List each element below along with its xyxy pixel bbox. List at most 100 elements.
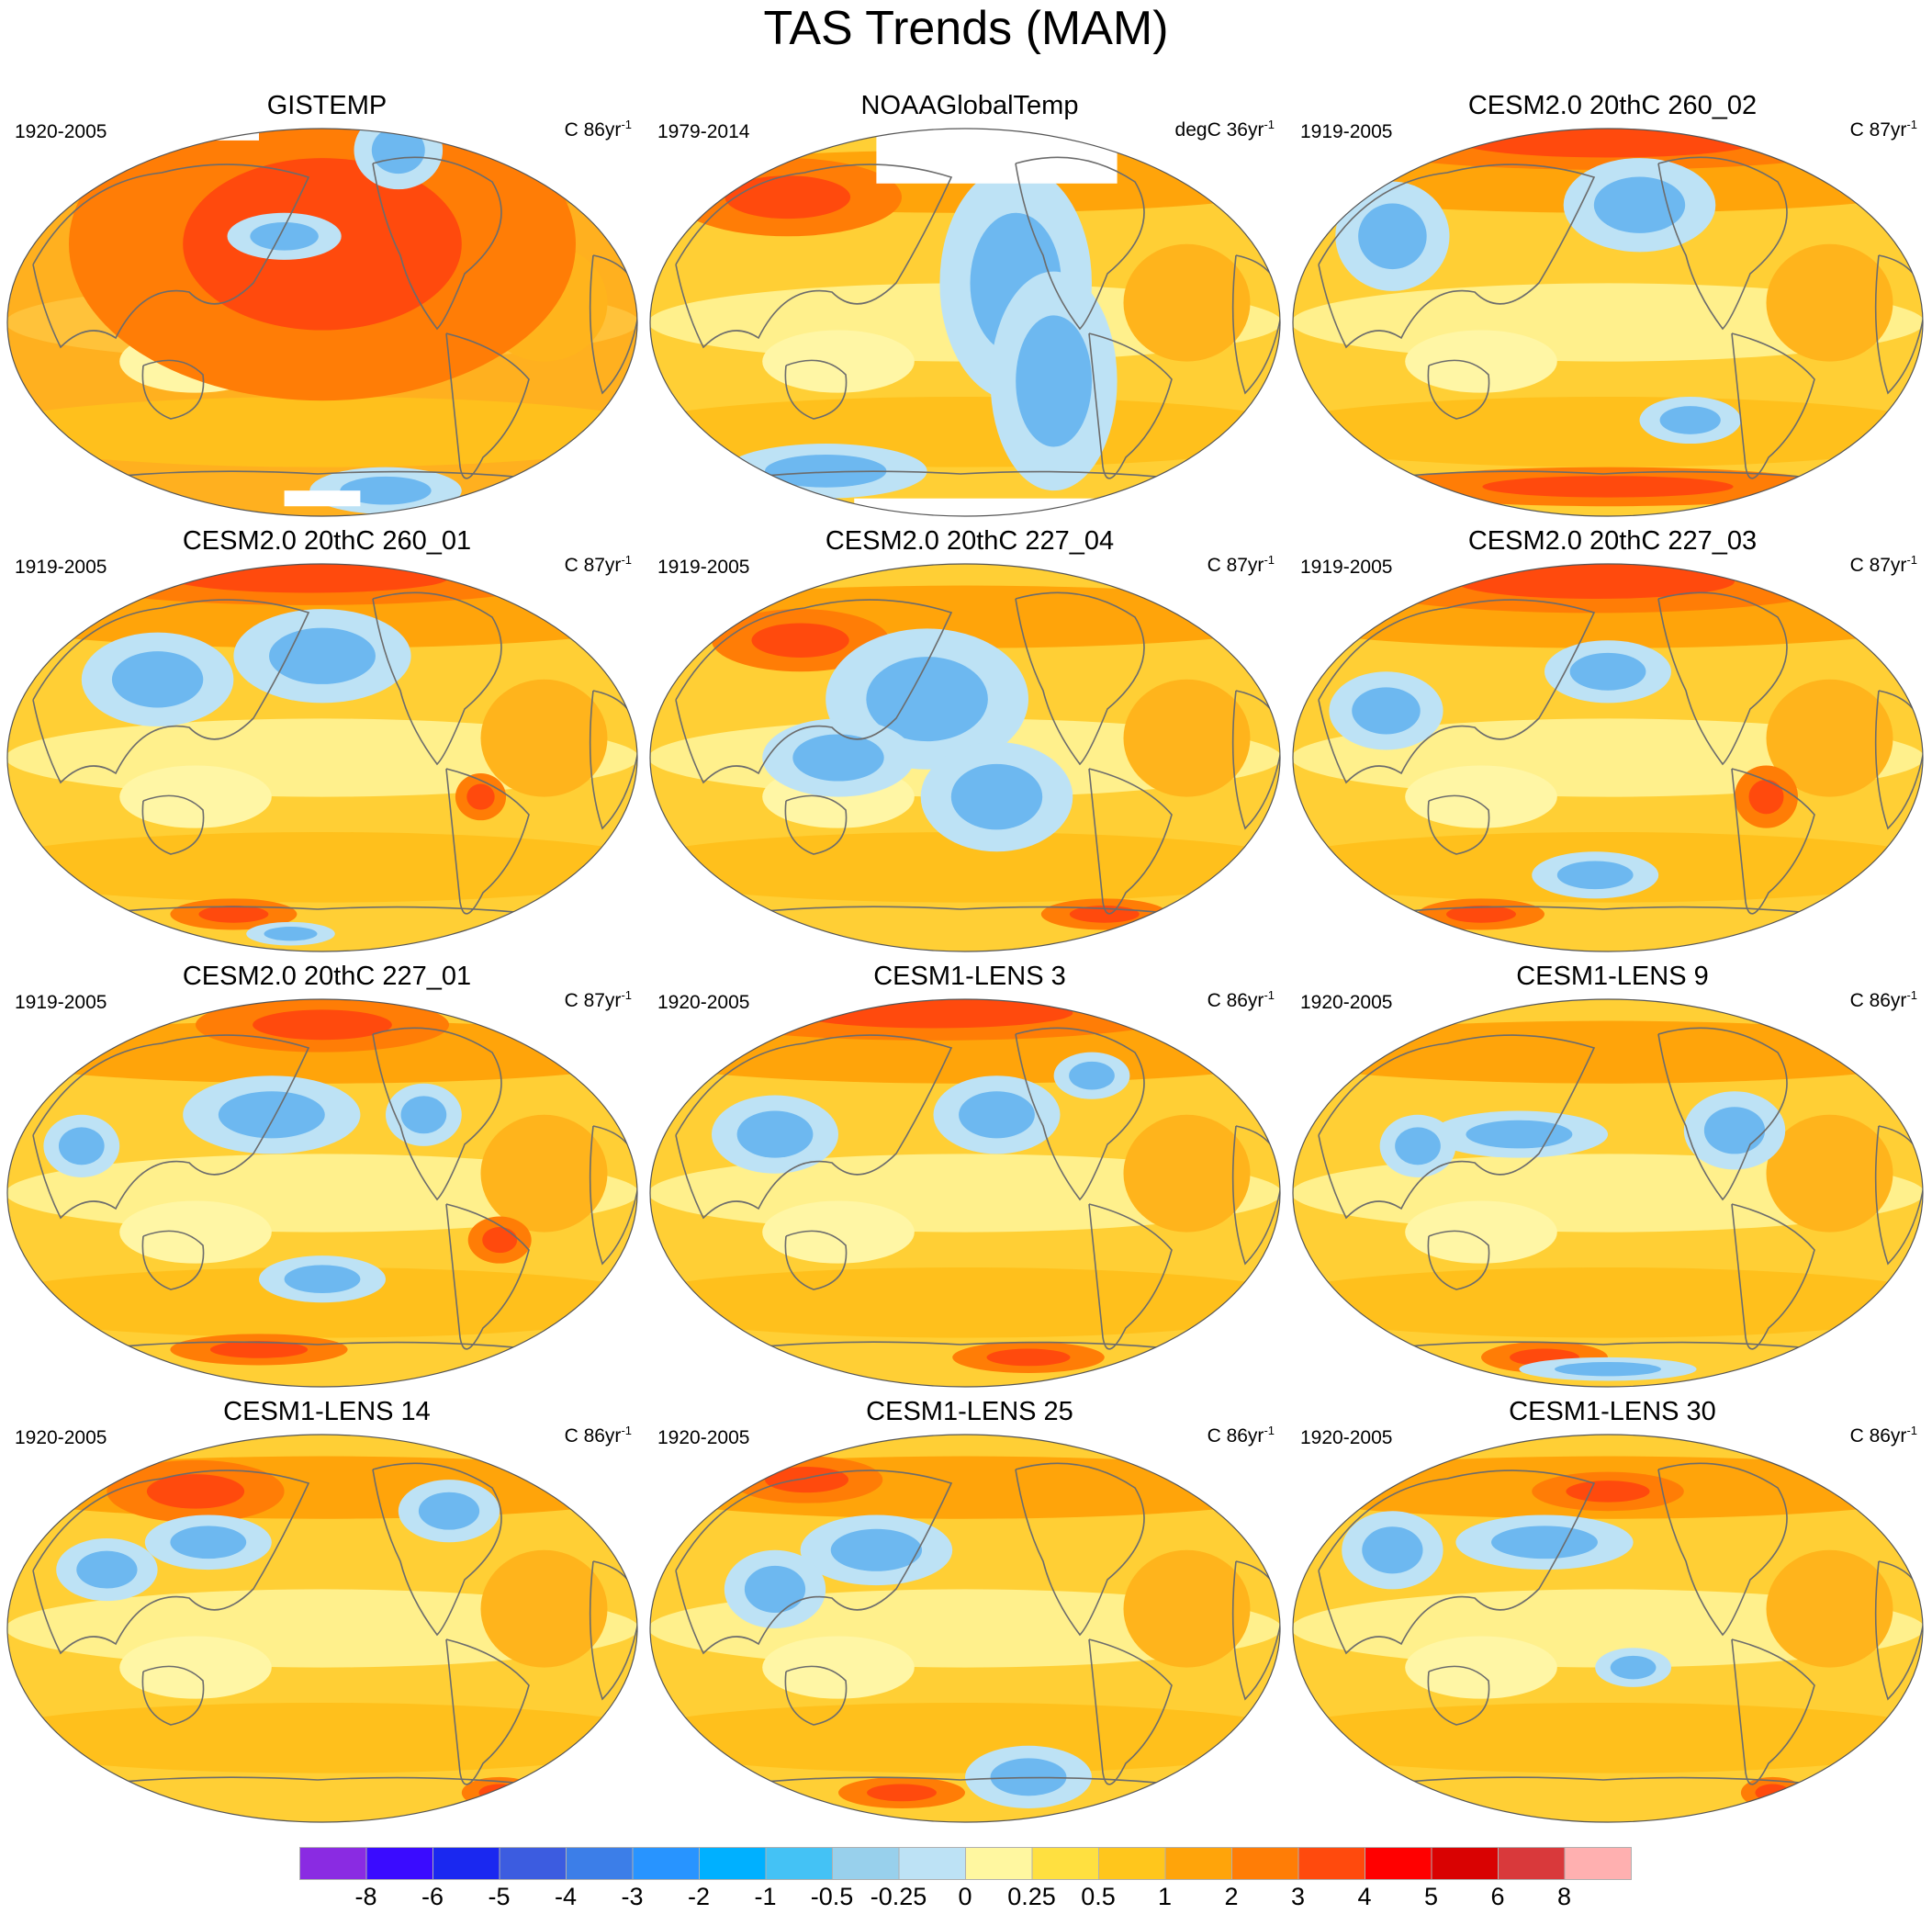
map-outline xyxy=(649,1434,1281,1823)
ocean-patch xyxy=(762,1636,915,1699)
units-text: C 86yr xyxy=(1849,990,1907,1011)
colorbar-box xyxy=(432,1847,500,1880)
colorbar-label: -3 xyxy=(621,1883,644,1910)
cool-anomaly-core xyxy=(1352,687,1421,735)
colorbar-box xyxy=(765,1847,833,1880)
northern-band xyxy=(1293,1020,1923,1084)
panel-title: CESM2.0 20thC 227_03 xyxy=(1467,526,1758,556)
cool-anomaly-core xyxy=(76,1550,138,1589)
map-outline xyxy=(1292,563,1924,952)
coastline-south-america xyxy=(445,1638,530,1785)
coastline-south-america xyxy=(1088,768,1173,915)
southern-band xyxy=(7,831,637,903)
cool-anomaly-core xyxy=(284,1265,361,1294)
map-outline xyxy=(649,563,1281,952)
ocean-patch xyxy=(762,330,915,393)
map-outline xyxy=(6,128,638,517)
panel-period: 1920-2005 xyxy=(657,992,750,1013)
panel-title: CESM2.0 20thC 227_01 xyxy=(182,962,472,991)
panel-title: CESM2.0 20thC 260_02 xyxy=(1467,91,1758,120)
trend-map xyxy=(649,128,1281,517)
northern-band xyxy=(7,1456,637,1519)
units-text: C 87yr xyxy=(1849,555,1907,576)
ocean-patch xyxy=(119,765,272,828)
coastline-antarctica xyxy=(78,906,576,919)
colorbar-label: 5 xyxy=(1423,1883,1439,1910)
panel-period: 1920-2005 xyxy=(15,121,107,142)
coastline-north-america xyxy=(372,591,502,766)
panel-title: CESM2.0 20thC 227_04 xyxy=(825,526,1115,556)
units-exponent: -1 xyxy=(621,553,632,567)
cool-anomaly xyxy=(506,470,621,511)
colorbar-box xyxy=(632,1847,700,1880)
units-exponent: -1 xyxy=(1906,1424,1917,1437)
missing-data xyxy=(284,490,361,507)
coastline-australia xyxy=(1427,794,1490,855)
warm-anomaly-core xyxy=(724,175,851,220)
coastline-north-america xyxy=(372,1027,502,1201)
cool-anomaly-core xyxy=(866,657,988,742)
panel-units: C 86yr-1 xyxy=(1850,988,1917,1012)
panel-units: C 86yr-1 xyxy=(565,118,632,141)
ocean-patch xyxy=(119,1200,272,1264)
colorbar-label: 2 xyxy=(1224,1883,1239,1910)
trend-map xyxy=(6,128,638,517)
units-text: C 87yr xyxy=(1207,555,1264,576)
units-text: C 86yr xyxy=(1207,990,1264,1011)
colorbar-box xyxy=(898,1847,966,1880)
trend-map xyxy=(649,998,1281,1388)
units-text: degC 36yr xyxy=(1174,119,1264,141)
coastline-south-america xyxy=(1088,1638,1173,1785)
warm-anomaly-core xyxy=(793,999,1073,1029)
coastline-australia xyxy=(141,1665,205,1726)
coastline-south-america xyxy=(445,332,530,479)
coastline-australia xyxy=(784,1230,848,1290)
coastline-australia xyxy=(1427,1665,1490,1726)
coastline-antarctica xyxy=(721,1341,1219,1355)
colorbar-box xyxy=(1164,1847,1232,1880)
trend-map xyxy=(6,563,638,952)
coastline-south-america xyxy=(1088,332,1173,479)
cool-anomaly-core xyxy=(764,454,887,488)
units-exponent: -1 xyxy=(621,988,632,1002)
panel-period: 1919-2005 xyxy=(657,557,750,578)
coastline-south-america xyxy=(1731,332,1815,479)
southern-band xyxy=(1293,1267,1923,1338)
continent-patch xyxy=(1766,243,1893,362)
warm-anomaly-core xyxy=(751,623,849,658)
colorbar-label: -1 xyxy=(754,1883,777,1910)
southern-band xyxy=(7,1702,637,1773)
colorbar-box xyxy=(499,1847,567,1880)
trend-map xyxy=(1292,563,1924,952)
southern-band xyxy=(7,396,637,467)
missing-data xyxy=(572,486,605,499)
colorbar-box xyxy=(1098,1847,1166,1880)
coastline-eurasia xyxy=(1318,1469,1596,1655)
cool-anomaly-core xyxy=(1659,406,1721,434)
coastline-antarctica xyxy=(1364,906,1861,919)
colorbar-box xyxy=(1498,1847,1566,1880)
cool-anomaly-core xyxy=(792,734,884,782)
coastline-eurasia xyxy=(1318,163,1596,349)
missing-data xyxy=(208,129,259,141)
warm-anomaly-core xyxy=(478,1784,521,1802)
coastline-north-america xyxy=(1657,591,1788,766)
trend-map xyxy=(649,1434,1281,1823)
colorbar-label: -5 xyxy=(488,1883,511,1910)
panel-units: C 87yr-1 xyxy=(1208,553,1275,577)
panel-title: CESM1-LENS 30 xyxy=(1509,1397,1716,1426)
cool-anomaly-core xyxy=(1593,176,1686,233)
map-panel: CESM1-LENS 3 1920-2005 C 86yr-1 xyxy=(648,961,1291,1392)
coastline-north-america xyxy=(372,156,502,331)
coastline-eurasia xyxy=(675,163,953,349)
colorbar-label: 1 xyxy=(1157,1883,1173,1910)
cool-anomaly-core xyxy=(371,129,425,175)
ocean-patch xyxy=(119,1636,272,1699)
missing-data xyxy=(876,129,1118,184)
panel-title: CESM1-LENS 9 xyxy=(1516,962,1709,991)
map-panel: CESM2.0 20thC 227_01 1919-2005 C 87yr-1 xyxy=(6,961,648,1392)
colorbar-label: 3 xyxy=(1290,1883,1306,1910)
coastline-eurasia xyxy=(675,1469,953,1655)
panel-period: 1920-2005 xyxy=(1300,992,1393,1013)
colorbar-box xyxy=(1031,1847,1099,1880)
